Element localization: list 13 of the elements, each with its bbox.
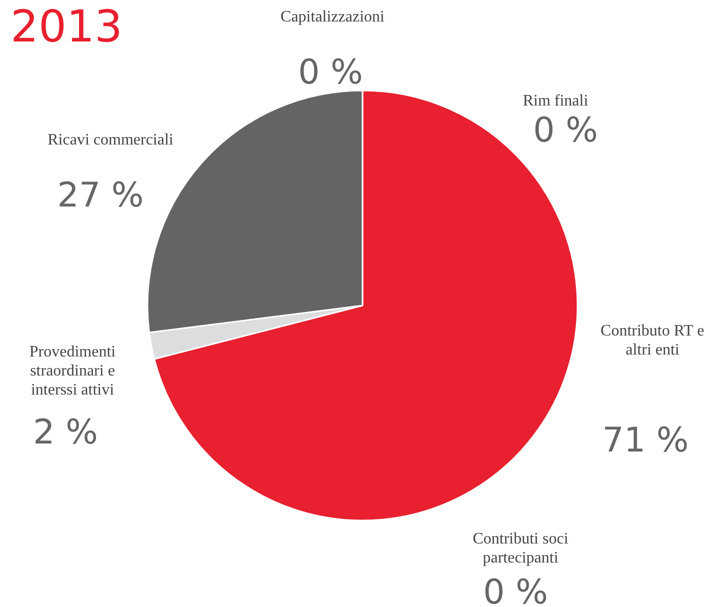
category-label: Capitalizzazioni: [280, 8, 384, 26]
text: 0 %: [483, 572, 548, 607]
slice-label: Contributo RT e altri enti: [600, 322, 704, 358]
data-label: 27 %: [57, 176, 144, 216]
category-label: Contributi soci partecipanti: [472, 530, 568, 566]
text: 0 %: [533, 110, 598, 150]
chart-title: 2013: [10, 2, 122, 52]
slice-label: Ricavi commerciali: [48, 132, 174, 148]
text: 0 %: [298, 52, 363, 92]
slice-label: Provedimenti straordinari e interssi attivi: [29, 344, 116, 398]
data-label: 2 %: [33, 412, 98, 452]
data-label: 71 %: [602, 420, 689, 460]
category-label: Rim finali: [522, 92, 588, 110]
